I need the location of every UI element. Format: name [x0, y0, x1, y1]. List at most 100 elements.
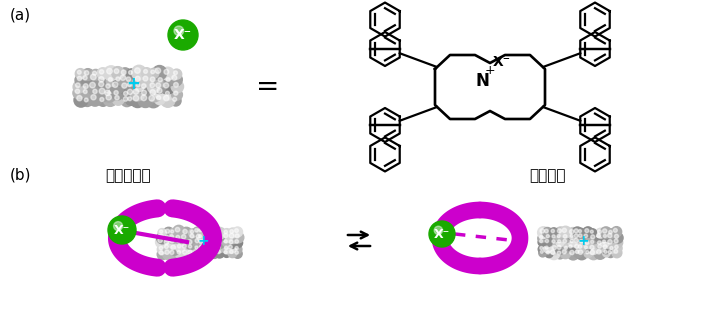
Circle shape — [146, 93, 160, 108]
Circle shape — [562, 250, 567, 254]
Circle shape — [577, 228, 585, 236]
Circle shape — [165, 245, 168, 249]
Circle shape — [83, 84, 88, 89]
Circle shape — [157, 232, 168, 244]
Circle shape — [136, 83, 140, 87]
Circle shape — [586, 251, 589, 254]
Text: +: + — [485, 63, 496, 76]
Circle shape — [612, 248, 622, 258]
Circle shape — [233, 238, 243, 248]
Circle shape — [567, 243, 576, 252]
Circle shape — [584, 246, 587, 249]
Circle shape — [154, 94, 165, 105]
Circle shape — [185, 238, 197, 250]
Circle shape — [163, 248, 174, 260]
Circle shape — [73, 87, 84, 99]
Circle shape — [545, 233, 553, 241]
Circle shape — [614, 239, 618, 243]
Circle shape — [584, 249, 592, 258]
Circle shape — [170, 235, 173, 239]
Circle shape — [544, 238, 552, 247]
Circle shape — [612, 237, 623, 248]
Circle shape — [589, 239, 597, 247]
Text: =: = — [256, 73, 280, 101]
Circle shape — [233, 227, 243, 237]
Circle shape — [598, 230, 601, 234]
Circle shape — [218, 235, 221, 238]
Circle shape — [603, 240, 606, 243]
Circle shape — [148, 75, 160, 87]
Circle shape — [143, 76, 148, 81]
Circle shape — [120, 75, 126, 80]
Circle shape — [163, 89, 174, 100]
Circle shape — [217, 240, 225, 248]
Circle shape — [105, 90, 110, 96]
Circle shape — [133, 95, 138, 101]
Circle shape — [111, 89, 123, 100]
Circle shape — [87, 72, 102, 87]
Circle shape — [124, 75, 136, 86]
Circle shape — [153, 66, 167, 80]
Circle shape — [217, 229, 221, 234]
Circle shape — [538, 245, 546, 253]
Circle shape — [199, 235, 202, 238]
Circle shape — [557, 251, 561, 255]
Circle shape — [119, 68, 131, 80]
Circle shape — [579, 234, 582, 237]
Circle shape — [215, 244, 224, 253]
Circle shape — [173, 97, 177, 101]
Circle shape — [148, 81, 160, 93]
Circle shape — [594, 232, 605, 242]
Circle shape — [429, 221, 455, 247]
Circle shape — [224, 246, 228, 250]
Circle shape — [202, 242, 214, 254]
Circle shape — [570, 239, 574, 242]
Circle shape — [585, 229, 589, 233]
Circle shape — [172, 75, 177, 80]
Circle shape — [139, 82, 151, 94]
Circle shape — [158, 238, 163, 242]
Circle shape — [228, 228, 238, 238]
Circle shape — [578, 238, 586, 247]
Circle shape — [185, 248, 197, 260]
Circle shape — [96, 79, 109, 93]
Circle shape — [560, 226, 572, 238]
Circle shape — [545, 239, 549, 243]
Circle shape — [84, 71, 89, 75]
Circle shape — [568, 238, 577, 247]
Circle shape — [540, 236, 542, 239]
Circle shape — [165, 91, 170, 95]
Circle shape — [612, 232, 623, 243]
Circle shape — [82, 96, 92, 107]
Circle shape — [114, 69, 119, 73]
Circle shape — [91, 87, 102, 99]
Circle shape — [540, 247, 543, 250]
Circle shape — [567, 227, 579, 239]
Circle shape — [135, 76, 141, 81]
Circle shape — [569, 250, 574, 255]
Circle shape — [540, 229, 545, 233]
Circle shape — [170, 96, 181, 106]
Circle shape — [209, 228, 219, 237]
Circle shape — [106, 95, 111, 100]
Circle shape — [199, 228, 202, 232]
Circle shape — [99, 82, 104, 87]
Circle shape — [164, 234, 172, 242]
Circle shape — [604, 251, 607, 254]
Circle shape — [166, 78, 170, 82]
Circle shape — [197, 248, 209, 260]
Circle shape — [103, 92, 117, 106]
Circle shape — [119, 81, 133, 95]
Circle shape — [189, 229, 197, 237]
Circle shape — [572, 227, 583, 238]
Circle shape — [196, 249, 200, 254]
Circle shape — [99, 70, 104, 74]
Text: (b): (b) — [10, 167, 31, 182]
Circle shape — [122, 83, 127, 88]
Circle shape — [121, 95, 133, 107]
Circle shape — [98, 96, 109, 106]
Circle shape — [157, 88, 162, 93]
Circle shape — [555, 233, 564, 241]
Circle shape — [117, 72, 131, 87]
Circle shape — [149, 68, 159, 78]
